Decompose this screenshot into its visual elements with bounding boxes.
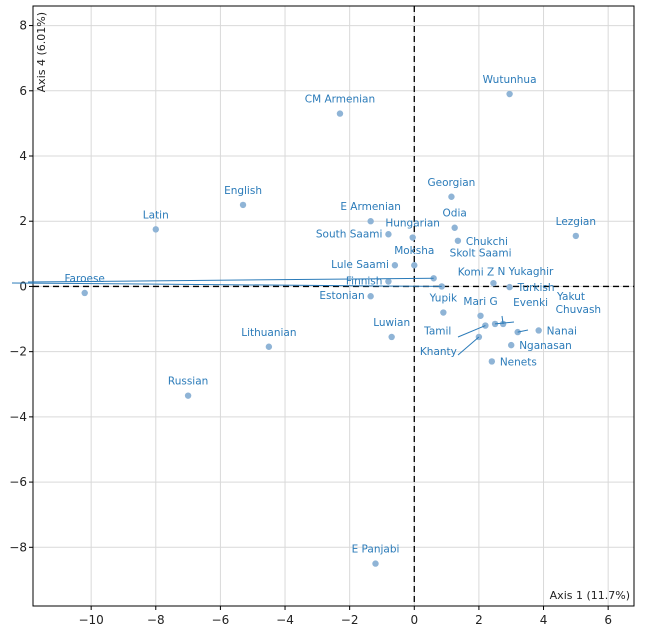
leader-komi-z	[11, 282, 442, 287]
x-tick-label: 2	[475, 613, 483, 627]
plot-frame	[32, 5, 635, 607]
leader-skolt-saami	[27, 277, 434, 283]
label-odia: Odia	[443, 208, 467, 220]
y-tick-label: −6	[9, 475, 27, 489]
zero-lines	[33, 6, 634, 606]
y-axis-title: Axis 4 (6.01%)	[35, 12, 48, 92]
label-chuvash: Chuvash	[556, 304, 601, 316]
point-nenets	[488, 358, 496, 365]
data-points	[81, 90, 580, 567]
y-tick-label: 4	[19, 149, 27, 163]
point-hungarian	[409, 234, 416, 241]
label-e-panjabi: E Panjabi	[352, 544, 400, 556]
point-russian	[184, 392, 192, 399]
leader-tamil	[457, 325, 486, 338]
point-odia	[451, 224, 458, 231]
label-english: English	[224, 185, 262, 197]
label-evenki: Evenki	[513, 297, 548, 309]
point-yupik	[440, 309, 447, 316]
label-komi-z: Komi Z	[458, 266, 494, 278]
x-tick-label: −6	[212, 613, 230, 627]
point-estonian	[367, 293, 374, 300]
y-tick-label: 6	[19, 84, 27, 98]
point-luwian	[388, 333, 395, 341]
label-n-yukaghir: N Yukaghir	[497, 266, 554, 278]
point-georgian	[448, 193, 455, 200]
label-georgian: Georgian	[428, 177, 476, 189]
axis-ticks: −10 −8 −6 −4 −2 0 2 4 6 −8 −6 −4 −2 0 2 4 6 8	[9, 19, 612, 627]
x-tick-label: 6	[604, 613, 612, 627]
label-lule-saami: Lule Saami	[331, 259, 389, 271]
y-tick-label: 0	[19, 279, 27, 293]
x-tick-label: −8	[147, 613, 165, 627]
label-nenets: Nenets	[500, 356, 537, 368]
label-cm-armenian: CM Armenian	[305, 94, 375, 106]
point-turkish	[506, 283, 513, 291]
leader-lines	[11, 277, 529, 356]
label-moksha: Moksha	[394, 245, 434, 257]
label-lithuanian: Lithuanian	[241, 327, 296, 339]
y-tick-label: −8	[9, 540, 27, 554]
leader-evenki	[501, 315, 504, 325]
label-khanty: Khanty	[420, 346, 457, 358]
point-tamil	[482, 322, 489, 329]
label-e-armenian: E Armenian	[340, 201, 401, 213]
leader-chuvash	[517, 329, 529, 333]
label-yupik: Yupik	[429, 293, 458, 305]
point-south-saami	[385, 231, 392, 238]
label-tamil: Tamil	[423, 326, 451, 338]
point-wutunhua	[506, 90, 513, 98]
label-wutunhua: Wutunhua	[483, 74, 537, 86]
point-lithuanian	[265, 343, 273, 350]
point-lezgian	[572, 232, 580, 240]
label-russian: Russian	[168, 376, 208, 388]
point-nganasan	[508, 341, 515, 349]
y-tick-label: 8	[19, 19, 27, 33]
point-n-yukaghir	[490, 279, 497, 287]
point-labels: Wutunhua CM Armenian Georgian English Latin E…	[64, 74, 601, 556]
leader-yakut	[495, 321, 515, 325]
x-tick-label: 0	[410, 613, 418, 627]
point-e-armenian	[367, 218, 374, 225]
label-mari-g: Mari G	[463, 296, 497, 308]
label-nanai: Nanai	[547, 325, 577, 337]
point-chukchi	[454, 237, 462, 244]
point-e-panjabi	[372, 560, 379, 567]
point-finnish	[385, 278, 392, 285]
y-tick-label: −2	[9, 345, 27, 359]
label-yakut: Yakut	[556, 291, 585, 303]
point-latin	[152, 226, 159, 233]
label-finnish: Finnish	[346, 276, 383, 288]
point-mari-g	[477, 312, 484, 319]
label-estonian: Estonian	[319, 290, 364, 302]
y-tick-label: 2	[19, 214, 27, 228]
point-faroese	[81, 289, 88, 297]
label-hungarian: Hungarian	[385, 218, 440, 230]
label-turkish: Turkish	[517, 282, 555, 294]
leader-khanty	[457, 336, 480, 356]
label-luwian: Luwian	[373, 317, 410, 329]
x-axis-title: Axis 1 (11.7%)	[550, 589, 630, 602]
label-skolt-saami: Skolt Saami	[450, 247, 512, 259]
point-nanai	[535, 327, 542, 334]
y-tick-label: −4	[9, 410, 27, 424]
point-lule-saami	[391, 262, 399, 269]
label-nganasan: Nganasan	[519, 340, 572, 352]
x-tick-label: −4	[276, 613, 294, 627]
label-faroese: Faroese	[64, 273, 104, 285]
point-cm-armenian	[336, 110, 344, 117]
x-tick-label: −10	[78, 613, 103, 627]
point-moksha	[411, 262, 418, 269]
label-latin: Latin	[143, 209, 169, 221]
x-tick-label: 4	[540, 613, 548, 627]
label-chukchi: Chukchi	[466, 236, 508, 248]
x-tick-label: −2	[341, 613, 359, 627]
label-lezgian: Lezgian	[556, 216, 596, 228]
point-english	[239, 201, 247, 209]
label-south-saami: South Saami	[316, 228, 383, 240]
